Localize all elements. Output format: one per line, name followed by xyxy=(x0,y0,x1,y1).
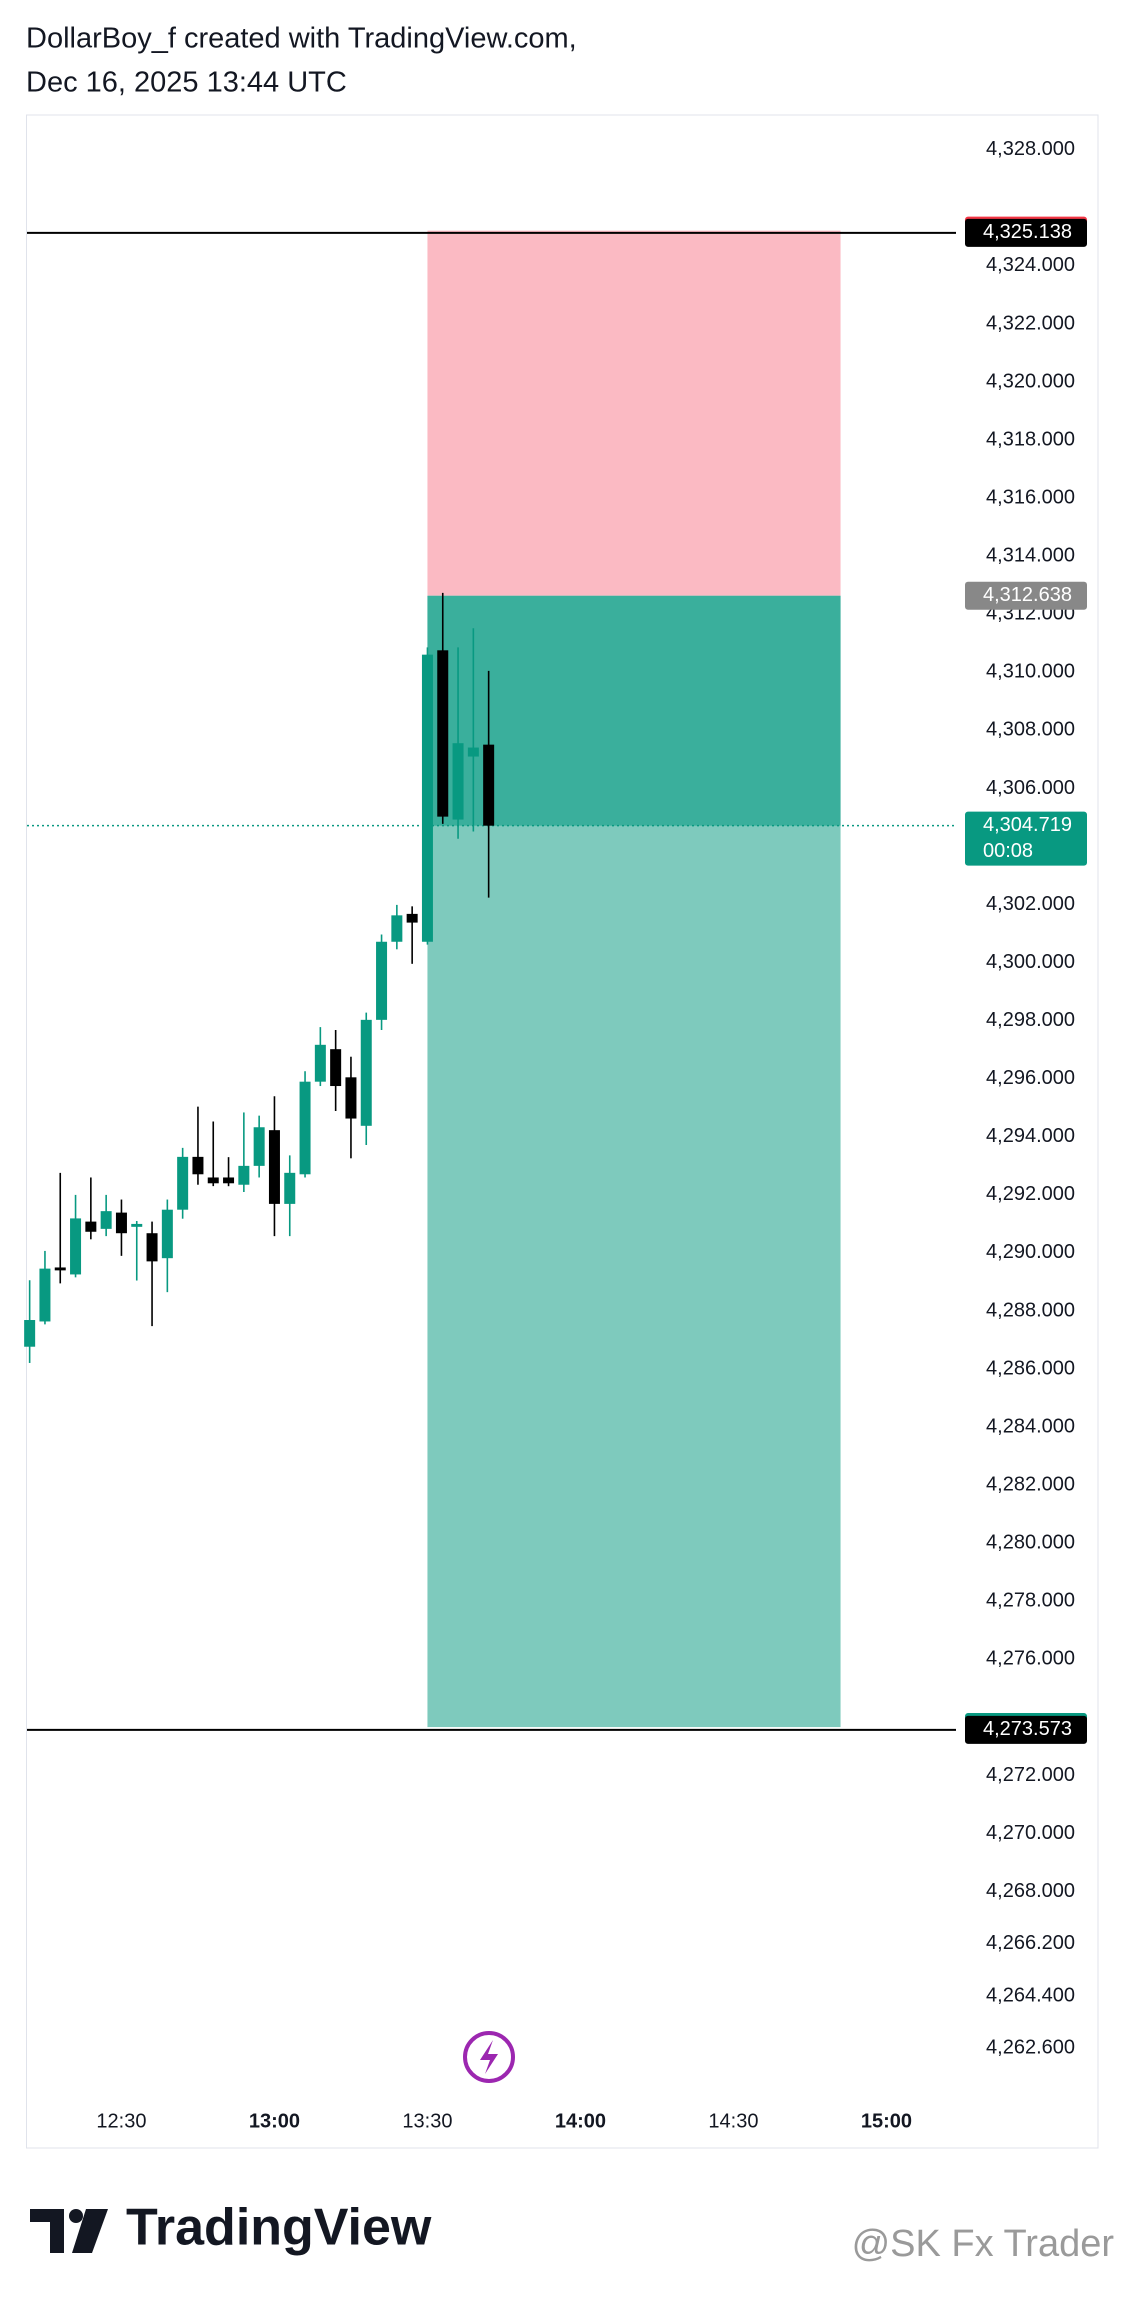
y-tick-label: 4,268.000 xyxy=(986,1880,1075,1902)
candle-body xyxy=(391,915,403,942)
header-line: DollarBoy_f created with TradingView.com… xyxy=(26,23,577,55)
x-tick-label: 13:00 xyxy=(249,2110,300,2132)
y-tick-label: 4,328.000 xyxy=(986,138,1075,160)
y-tick-label: 4,270.000 xyxy=(986,1822,1075,1844)
last-price-label: 4,304.719 xyxy=(983,814,1072,836)
logo-part xyxy=(69,2209,83,2223)
candle-body xyxy=(452,743,464,820)
candle-body xyxy=(284,1172,296,1204)
y-tick-label: 4,310.000 xyxy=(986,661,1075,683)
y-tick-label: 4,300.000 xyxy=(986,951,1075,973)
y-tick-label: 4,276.000 xyxy=(986,1648,1075,1670)
line-price-label-box xyxy=(965,218,1087,247)
y-tick-label: 4,318.000 xyxy=(986,428,1075,450)
y-tick-label: 4,314.000 xyxy=(986,545,1075,567)
y-tick-label: 4,282.000 xyxy=(986,1473,1075,1495)
candle-body xyxy=(54,1267,66,1271)
y-tick-label: 4,280.000 xyxy=(986,1532,1075,1554)
candle-body xyxy=(146,1233,158,1262)
candle-body xyxy=(39,1268,51,1322)
open-profit-zone xyxy=(427,595,841,826)
candle-body xyxy=(406,913,418,923)
line-price-label-box xyxy=(965,1715,1087,1744)
candle-body xyxy=(131,1223,143,1227)
y-tick-label: 4,284.000 xyxy=(986,1415,1075,1437)
lightning-icon xyxy=(463,2031,515,2083)
candle-body xyxy=(299,1081,311,1175)
brand-name: TradingView xyxy=(126,2199,432,2257)
x-tick-label: 14:00 xyxy=(555,2110,606,2132)
x-tick-label: 12:30 xyxy=(96,2110,146,2132)
icon-circle xyxy=(463,2031,515,2083)
candle-body xyxy=(330,1049,342,1087)
candle-body xyxy=(70,1218,82,1275)
y-tick-label: 4,278.000 xyxy=(986,1590,1075,1612)
y-tick-label: 4,294.000 xyxy=(986,1125,1075,1147)
y-tick-label: 4,306.000 xyxy=(986,777,1075,799)
candle-body xyxy=(238,1165,250,1185)
candle-body xyxy=(192,1156,204,1175)
watermark: @SK Fx Trader xyxy=(852,2223,1115,2265)
icon-bolt xyxy=(480,2040,498,2074)
x-tick-label: 14:30 xyxy=(708,2110,758,2132)
header-line: Dec 16, 2025 13:44 UTC xyxy=(26,67,347,99)
y-tick-label: 4,272.000 xyxy=(986,1764,1075,1786)
last-price-label-box xyxy=(965,811,1087,866)
brand-logo xyxy=(30,2209,108,2253)
y-tick-label: 4,308.000 xyxy=(986,719,1075,741)
candle-body xyxy=(483,744,495,826)
y-tick-label: 4,302.000 xyxy=(986,893,1075,915)
y-tick-label: 4,316.000 xyxy=(986,486,1075,508)
candle-body xyxy=(360,1019,372,1126)
frame xyxy=(26,114,1099,2149)
candle-body xyxy=(85,1221,97,1232)
y-tick-label: 4,290.000 xyxy=(986,1241,1075,1263)
candle-body xyxy=(467,747,479,757)
y-tick-label: 4,266.200 xyxy=(986,1932,1075,1954)
candle-body xyxy=(268,1130,280,1204)
candle-body xyxy=(253,1127,265,1166)
y-tick-label: 4,296.000 xyxy=(986,1067,1075,1089)
candle-body xyxy=(207,1177,219,1184)
y-tick-label: 4,298.000 xyxy=(986,1009,1075,1031)
y-tick-label: 4,320.000 xyxy=(986,370,1075,392)
plot: 4,328.000 4,324.000 4,322.000 4,320.000 4,31… xyxy=(24,138,1087,2132)
y-tick-label: 4,288.000 xyxy=(986,1299,1075,1321)
candle-body xyxy=(100,1211,112,1229)
y-tick-label: 4,292.000 xyxy=(986,1183,1075,1205)
line-price-label: 4,273.573 xyxy=(983,1718,1072,1740)
y-tick-label: 4,324.000 xyxy=(986,254,1075,276)
candle-body xyxy=(345,1077,357,1119)
candle-body xyxy=(177,1156,189,1210)
x-tick-label: 13:30 xyxy=(402,2110,452,2132)
candle-body xyxy=(223,1177,235,1184)
y-tick-label: 4,262.600 xyxy=(986,2037,1075,2059)
candle-body xyxy=(161,1209,173,1259)
y-tick-label: 4,286.000 xyxy=(986,1357,1075,1379)
candle-body xyxy=(376,941,388,1020)
entry-price-label-box xyxy=(965,581,1087,610)
entry-price-label: 4,312.638 xyxy=(983,584,1072,606)
y-tick-label: 4,322.000 xyxy=(986,312,1075,334)
logo-part xyxy=(30,2209,64,2253)
last-price-label-countdown: 00:08 xyxy=(983,840,1033,862)
loss-zone xyxy=(427,230,841,596)
line-price-label: 4,325.138 xyxy=(983,221,1072,243)
logo-part xyxy=(72,2209,108,2253)
candle-body xyxy=(115,1212,127,1234)
candle-body xyxy=(314,1044,326,1082)
candle-body xyxy=(437,650,449,817)
candle-body xyxy=(421,654,433,942)
x-tick-label: 15:00 xyxy=(861,2110,912,2132)
candle-body xyxy=(24,1320,36,1347)
y-tick-label: 4,264.400 xyxy=(986,1984,1075,2006)
